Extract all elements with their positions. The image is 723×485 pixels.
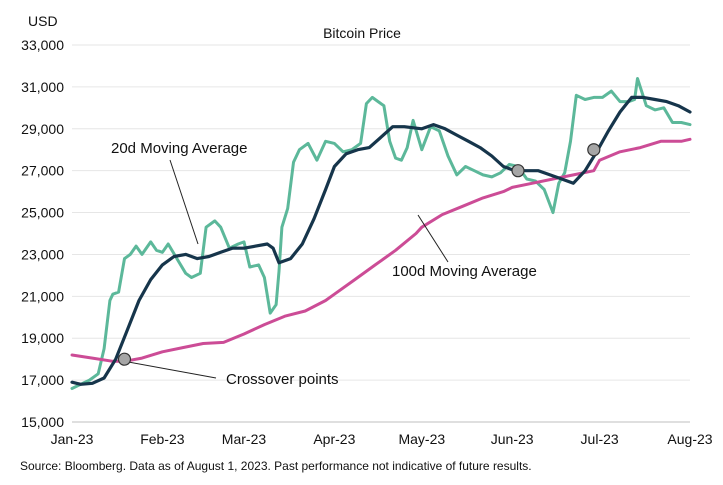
annotation-crossover: Crossover points: [226, 371, 339, 388]
y-axis-tick-labels: 15,000 17,000 19,000 21,000 23,000 25,000 27,0…: [21, 37, 64, 430]
x-tick-label: Jan-23: [51, 431, 94, 447]
crossover-marker: [511, 164, 525, 178]
series-line-bitcoin-price: [70, 77, 692, 390]
annotation-100d-ma: 100d Moving Average: [392, 263, 537, 280]
x-tick-label: Jun-23: [491, 431, 534, 447]
grid-lines: [72, 44, 690, 381]
y-tick-label: 15,000: [21, 414, 64, 430]
y-tick-label: 31,000: [21, 79, 64, 95]
chart-title: Bitcoin Price: [323, 25, 401, 41]
leader-20d-ma: [169, 159, 199, 245]
y-axis-label: USD: [28, 13, 58, 29]
crossover-marker: [587, 143, 601, 157]
x-tick-label: Apr-23: [313, 431, 355, 447]
y-tick-label: 29,000: [21, 121, 64, 137]
source-note: Source: Bloomberg. Data as of August 1, …: [20, 459, 532, 473]
x-tick-label: Feb-23: [140, 431, 185, 447]
y-tick-label: 23,000: [21, 246, 64, 262]
crossover-markers: [117, 143, 601, 366]
crossover-marker: [117, 352, 132, 366]
y-tick-label: 33,000: [21, 37, 64, 53]
x-tick-label: Aug-23: [667, 431, 712, 447]
y-tick-label: 19,000: [21, 330, 64, 346]
x-tick-label: Mar-23: [222, 431, 267, 447]
y-tick-label: 27,000: [21, 163, 64, 179]
x-tick-label: Jul-23: [581, 431, 619, 447]
x-axis-tick-labels: Jan-23 Feb-23 Mar-23 Apr-23 May-23 Jun-23 Jul-…: [51, 431, 713, 447]
y-tick-label: 21,000: [21, 288, 64, 304]
annotation-20d-ma: 20d Moving Average: [111, 140, 248, 157]
series-lines: [70, 77, 692, 390]
leader-crossover: [122, 360, 217, 379]
y-tick-label: 25,000: [21, 205, 64, 221]
y-tick-label: 17,000: [21, 372, 64, 388]
x-tick-label: May-23: [398, 431, 445, 447]
series-line-20d-ma: [70, 95, 692, 386]
leader-100d-ma: [417, 214, 449, 263]
series-line-100d-ma: [70, 137, 692, 363]
